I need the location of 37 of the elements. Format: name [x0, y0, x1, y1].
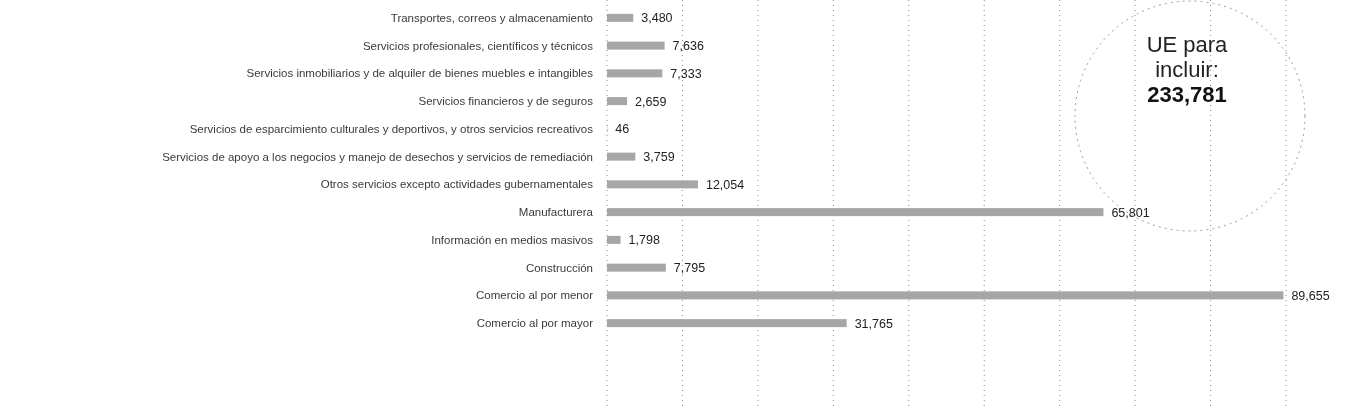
y-tick-label: Comercio al por mayor [476, 317, 594, 330]
data-label: 3,480 [641, 11, 673, 26]
bar [607, 235, 621, 244]
bar [607, 291, 1284, 300]
y-tick-label: Servicios de apoyo a los negocios y manejo de desechos y servicios de remediación [162, 150, 593, 163]
bar [607, 97, 628, 106]
bar [607, 208, 1104, 217]
bar [607, 152, 636, 161]
data-label: 46 [615, 122, 630, 137]
data-label: 31,765 [854, 316, 893, 331]
bar [607, 13, 634, 22]
data-label: 3,759 [643, 150, 675, 164]
bar [607, 263, 666, 272]
y-tick-label: Información en medios masivos [431, 233, 594, 246]
data-label: 7,795 [673, 261, 706, 275]
data-label: 7,636 [672, 39, 704, 53]
y-tick-label: Servicios financieros y de seguros [418, 95, 594, 108]
data-label: 65,801 [1111, 205, 1150, 220]
y-tick-label: Transportes, correos y almacenamiento [390, 11, 593, 24]
y-tick-label: Servicios inmobiliarios y de alquiler de bienes muebles e intangibles [246, 67, 594, 80]
y-tick-label: Construcción [525, 261, 593, 274]
data-label: 2,659 [635, 94, 667, 109]
bar [607, 41, 665, 50]
y-tick-label: Servicios de esparcimiento culturales y deportivos, y otros servicios recreativos [189, 122, 594, 135]
data-label: 7,333 [670, 66, 702, 81]
bar [607, 180, 698, 189]
y-tick-label: Otros servicios excepto actividades gubernamentales [320, 178, 594, 191]
y-tick-label: Servicios profesionales, científicos y técnicos [362, 39, 594, 52]
data-label: 12,054 [705, 177, 745, 192]
y-tick-label: Comercio al por menor [476, 289, 594, 302]
bar [607, 69, 663, 78]
annotation: UE para incluir: [1146, 32, 1229, 82]
bar [607, 319, 847, 328]
data-label: 89,655 [1291, 288, 1330, 303]
data-label: 1,798 [628, 233, 660, 248]
y-tick-label: Manufacturera [518, 206, 594, 219]
annotation: 233,781 [1147, 82, 1227, 107]
